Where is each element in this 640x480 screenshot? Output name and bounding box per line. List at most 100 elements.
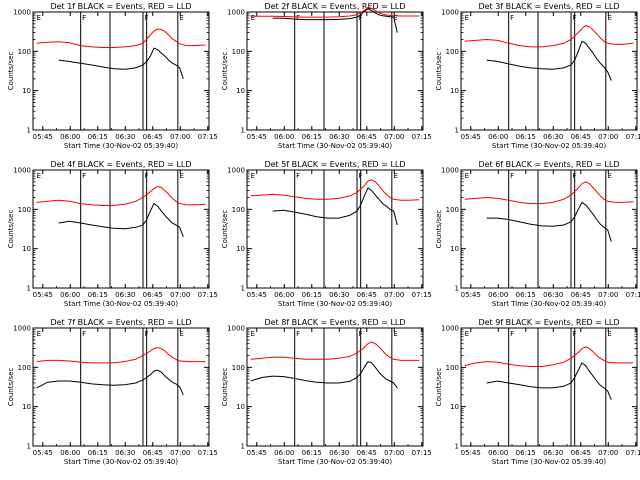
axes-frame [32, 11, 210, 131]
interval-marker: E [179, 172, 183, 180]
interval-marker: E [37, 330, 41, 338]
y-tick-label: 1000 [13, 9, 31, 17]
y-tick-label: 1000 [227, 167, 245, 175]
interval-marker: E [607, 330, 611, 338]
y-tick-label: 100 [232, 364, 245, 372]
y-tick-label: 10 [450, 87, 459, 95]
axes-frame [246, 169, 424, 289]
plot-title: Det 8f BLACK = Events, RED = LLD [264, 318, 405, 327]
y-tick-label: 1 [455, 443, 459, 451]
series-red-lld [250, 341, 420, 361]
x-tick-label: 06:45 [357, 133, 377, 141]
x-axis-title: Start Time (30-Nov-02 05:39:40) [278, 142, 392, 150]
x-tick-label: 05:45 [461, 449, 481, 457]
y-tick-label: 1000 [227, 9, 245, 17]
x-tick-label: 07:00 [170, 449, 190, 457]
x-tick-label: 06:15 [516, 449, 536, 457]
interval-marker: E [393, 330, 397, 338]
y-tick-label: 10 [236, 403, 245, 411]
series-red-lld [464, 25, 634, 48]
y-axis-title: Counts/sec [221, 52, 229, 91]
x-tick-label: 06:30 [543, 449, 563, 457]
y-axis-title: Counts/sec [221, 210, 229, 249]
x-axis-title: Start Time (30-Nov-02 05:39:40) [492, 142, 606, 150]
series-black-events [58, 202, 184, 237]
x-tick-label: 06:15 [516, 291, 536, 299]
x-tick-label: 06:15 [516, 133, 536, 141]
interval-marker: E [607, 14, 611, 22]
y-tick-label: 10 [22, 245, 31, 253]
x-tick-label: 06:15 [302, 449, 322, 457]
y-tick-label: 1 [455, 127, 459, 135]
x-tick-label: 05:45 [33, 449, 53, 457]
x-tick-label: 07:00 [384, 133, 404, 141]
interval-marker: F [82, 330, 86, 338]
y-tick-label: 1 [27, 127, 31, 135]
x-tick-label: 06:15 [88, 291, 108, 299]
y-tick-label: 1 [241, 443, 245, 451]
series-red-lld [250, 179, 420, 201]
x-tick-label: 06:45 [143, 449, 163, 457]
y-tick-label: 1000 [441, 167, 459, 175]
panel-det-3: Det 3f BLACK = Events, RED = LLD 1 10 100 10… [435, 2, 640, 150]
x-tick-label: 07:00 [598, 133, 618, 141]
x-axis-title: Start Time (30-Nov-02 05:39:40) [492, 300, 606, 308]
y-tick-label: 100 [232, 48, 245, 56]
y-tick-label: 100 [446, 48, 459, 56]
x-tick-label: 06:45 [357, 291, 377, 299]
plot-title: Det 6f BLACK = Events, RED = LLD [478, 160, 619, 169]
interval-marker: E [465, 172, 469, 180]
x-tick-label: 07:15 [412, 291, 432, 299]
y-tick-label: 10 [450, 245, 459, 253]
x-tick-label: 06:30 [329, 133, 349, 141]
y-tick-label: 10 [450, 403, 459, 411]
y-axis-title: Counts/sec [7, 210, 15, 249]
y-tick-label: 100 [18, 48, 31, 56]
x-tick-label: 07:15 [412, 133, 432, 141]
y-tick-label: 1 [27, 443, 31, 451]
y-tick-label: 100 [232, 206, 245, 214]
x-tick-label: 07:15 [412, 449, 432, 457]
x-tick-label: 06:00 [274, 133, 294, 141]
y-tick-label: 100 [18, 206, 31, 214]
series-black-events [486, 201, 612, 242]
plot-title: Det 3f BLACK = Events, RED = LLD [478, 2, 619, 11]
y-tick-label: 100 [446, 364, 459, 372]
y-tick-label: 10 [22, 403, 31, 411]
y-tick-label: 10 [22, 87, 31, 95]
x-tick-label: 06:45 [357, 449, 377, 457]
y-tick-label: 1000 [13, 325, 31, 333]
y-tick-label: 1 [241, 127, 245, 135]
series-red-lld [36, 28, 206, 48]
x-tick-label: 06:30 [329, 291, 349, 299]
series-red-lld [250, 6, 420, 18]
plot-title: Det 1f BLACK = Events, RED = LLD [50, 2, 191, 11]
x-tick-label: 07:15 [198, 291, 218, 299]
y-axis-title: Counts/sec [435, 52, 443, 91]
series-black-events [58, 47, 184, 79]
interval-marker: E [251, 172, 255, 180]
panel-det-7: Det 7f BLACK = Events, RED = LLD 1 10 100 10… [7, 318, 218, 466]
interval-marker: E [251, 14, 255, 22]
y-tick-label: 100 [18, 364, 31, 372]
plot-title: Det 4f BLACK = Events, RED = LLD [50, 160, 191, 169]
plot-title: Det 9f BLACK = Events, RED = LLD [478, 318, 619, 327]
x-tick-label: 05:45 [247, 133, 267, 141]
series-black-events [250, 360, 398, 389]
x-tick-label: 07:15 [198, 449, 218, 457]
x-tick-label: 06:00 [60, 291, 80, 299]
panel-det-5: Det 5f BLACK = Events, RED = LLD 1 10 100 10… [221, 160, 432, 308]
series-black-events [486, 362, 612, 400]
x-axis-title: Start Time (30-Nov-02 05:39:40) [278, 458, 392, 466]
series-red-lld [464, 181, 634, 205]
x-tick-label: 07:15 [626, 133, 640, 141]
interval-marker: E [37, 14, 41, 22]
x-axis-title: Start Time (30-Nov-02 05:39:40) [64, 142, 178, 150]
x-tick-label: 06:00 [60, 133, 80, 141]
x-tick-label: 07:00 [384, 291, 404, 299]
y-axis-title: Counts/sec [435, 210, 443, 249]
x-tick-label: 06:30 [115, 291, 135, 299]
panel-det-9: Det 9f BLACK = Events, RED = LLD 1 10 100 10… [435, 318, 640, 466]
